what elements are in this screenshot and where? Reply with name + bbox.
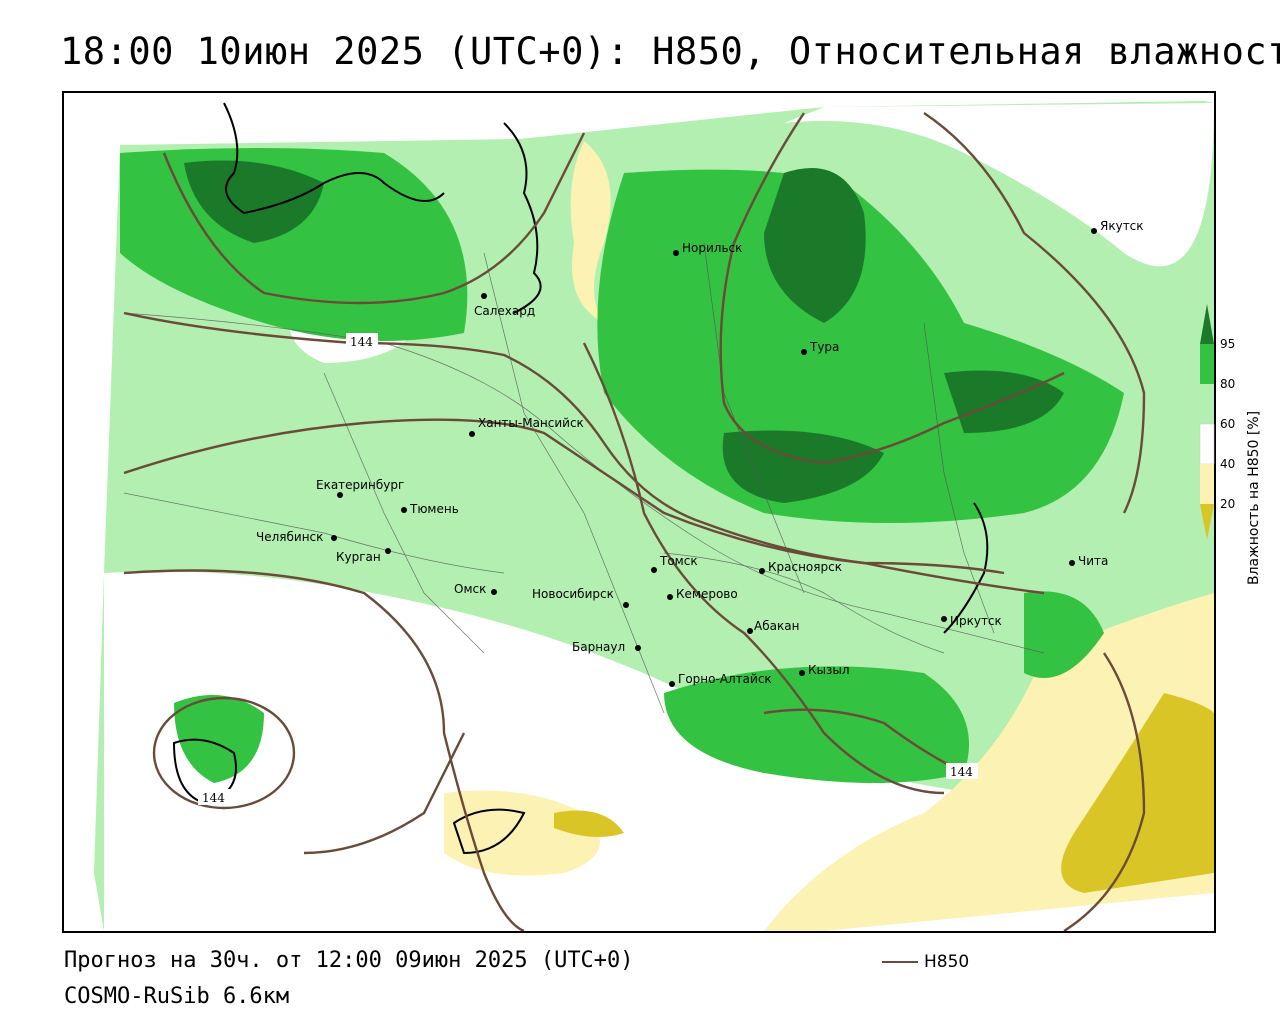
humidity-80-95-region [664,666,969,783]
humidity-gt95-region [764,168,866,323]
city-marker: Томск [651,554,698,573]
legend-title: Влажность на H850 [%] [1246,410,1262,585]
svg-text:Кызыл: Кызыл [808,663,850,677]
h850-contour [719,112,1065,465]
forecast-info: Прогноз на 30ч. от 12:00 09июн 2025 (UTC… [64,948,634,973]
svg-text:Красноярск: Красноярск [768,560,842,574]
city-marker: Якутск [1091,219,1144,234]
city-marker: Тюмень [401,502,459,516]
contour-line-label: H850 [924,952,970,972]
city-marker: Чита [1069,554,1108,568]
city-marker: Челябинск [256,530,337,544]
h850-contour [923,112,1146,514]
svg-text:Барнаул: Барнаул [572,640,625,654]
svg-text:Томск: Томск [659,554,698,568]
h850-contour [123,569,525,931]
svg-text:Чита: Чита [1078,554,1108,568]
city-markers: Якутск Норильск Салехард Тура Ханты-Манс… [256,219,1144,687]
svg-text:Салехард: Салехард [474,304,535,318]
svg-text:Норильск: Норильск [682,241,742,255]
humidity-40-60-region [784,103,1214,267]
city-marker: Норильск [673,241,742,256]
svg-text:95: 95 [1220,337,1235,351]
humidity-20-40-region [570,141,611,323]
svg-text:60: 60 [1220,417,1235,431]
h850-contours [123,112,1146,931]
contour-label: 144 [950,765,973,779]
h850-contour [162,132,586,305]
svg-text:80: 80 [1220,377,1235,391]
humidity-gt95-region [184,160,324,243]
city-marker: Курган [336,548,391,564]
humidity-gt95-region [722,430,884,503]
svg-text:Абакан: Абакан [754,619,799,633]
svg-text:Омск: Омск [454,582,486,596]
svg-text:20: 20 [1220,497,1235,511]
model-name: COSMO-RuSib 6.6км [64,984,290,1009]
city-marker: Тура [801,340,839,355]
city-marker: Ханты-Мансийск [469,416,584,437]
city-marker: Кызыл [799,663,850,677]
svg-text:Екатеринбург: Екатеринбург [316,478,404,492]
svg-text:Тюмень: Тюмень [409,502,459,516]
humidity-lt20-region [1061,693,1214,893]
svg-text:Якутск: Якутск [1100,219,1144,233]
city-marker: Иркутск [941,614,1002,628]
svg-text:Новосибирск: Новосибирск [532,587,614,601]
contour-label: 144 [202,791,225,805]
svg-text:Тура: Тура [809,340,839,354]
h850-contour [1063,652,1146,931]
svg-text:Горно-Алтайск: Горно-Алтайск [678,672,772,686]
city-marker: Кемерово [667,587,738,601]
city-marker: Омск [454,582,497,596]
h850-contour [123,418,1045,595]
h850-contour [582,342,945,795]
city-marker: Новосибирск [532,587,629,608]
city-marker: Горно-Алтайск [669,672,772,687]
coastlines [172,102,989,855]
svg-text:Кемерово: Кемерово [676,587,738,601]
humidity-80-95-region [1024,591,1104,678]
city-marker: Барнаул [572,640,641,654]
contour-line-legend: H850 [882,952,969,972]
city-marker: Абакан [747,619,799,634]
humidity-lt20-region [554,810,624,837]
h850-contour [152,696,296,810]
contour-label: 144 [350,335,373,349]
h850-contour [763,708,965,775]
svg-text:Челябинск: Челябинск [256,530,323,544]
city-marker: Салехард [474,293,535,318]
svg-text:Курган: Курган [336,550,381,564]
map-area[interactable]: 144 144 144 Якутск Норильск Салехард Тур… [62,91,1216,933]
city-marker: Красноярск [759,560,842,574]
humidity-80-95-region [174,695,264,783]
contour-line-swatch [882,961,918,963]
humidity-color-legend: 95 80 60 40 20 [1199,304,1235,540]
svg-text:Ханты-Мансийск: Ханты-Мансийск [478,416,584,430]
h850-contour [303,732,466,855]
svg-text:40: 40 [1220,457,1235,471]
city-marker: Екатеринбург [316,478,404,498]
map-title: 18:00 10июн 2025 (UTC+0): H850, Относите… [60,30,1280,73]
svg-text:Иркутск: Иркутск [950,614,1002,628]
